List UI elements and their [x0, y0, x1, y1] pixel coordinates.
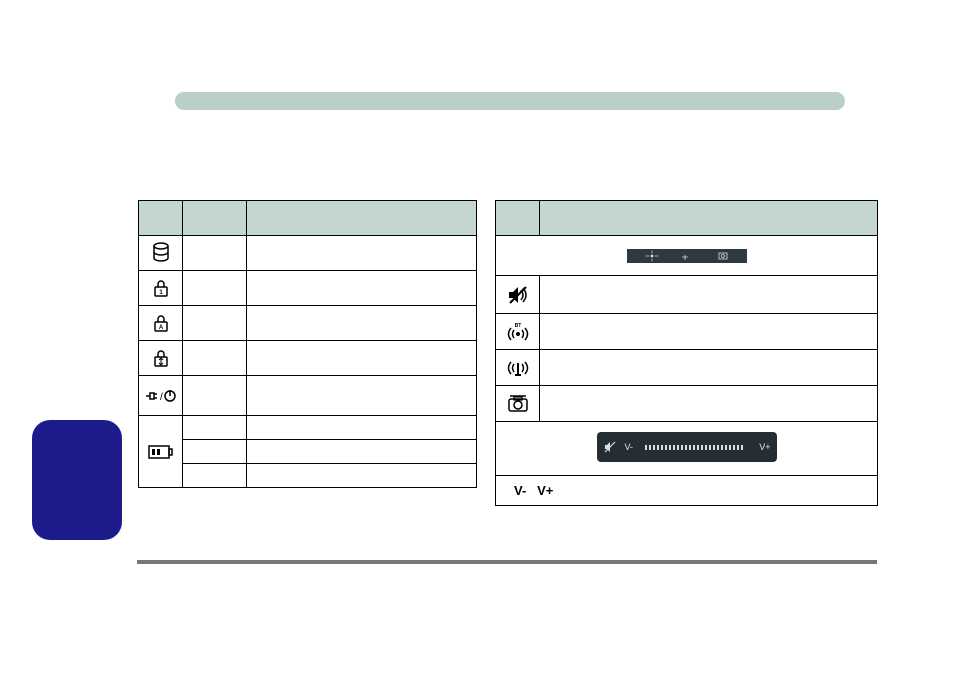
row-caps-lock: A [139, 306, 477, 341]
vol-up-label: V+ [537, 483, 553, 498]
svg-text:/: / [160, 392, 163, 403]
table-header-row [496, 201, 878, 236]
caps-lock-icon: A [139, 306, 183, 341]
row-volume-osd: V- V+ [496, 422, 878, 476]
row-wlan [496, 350, 878, 386]
row-battery-3 [139, 464, 477, 488]
row-scroll-lock [139, 341, 477, 376]
scroll-lock-icon [139, 341, 183, 376]
row-hdd [139, 236, 477, 271]
row-volume-keys: V- V+ [496, 476, 878, 506]
row-battery-2 [139, 440, 477, 464]
footer-rule [137, 560, 877, 564]
col-icon [139, 201, 183, 236]
power-adapter-icon: / [139, 376, 183, 416]
row-camera [496, 386, 878, 422]
camera-icon [496, 386, 540, 422]
battery-icon [139, 416, 183, 488]
bluetooth-signal-icon: BT [496, 314, 540, 350]
col-icon [496, 201, 540, 236]
page-side-tab [32, 420, 122, 540]
vol-down-label: V- [514, 483, 526, 498]
volume-plus-label: V+ [759, 442, 770, 452]
col-description [540, 201, 878, 236]
col-description [247, 201, 477, 236]
osd-indicators-table: BT [495, 200, 878, 506]
mute-icon [496, 276, 540, 314]
row-mute [496, 276, 878, 314]
row-power: / [139, 376, 477, 416]
svg-text:A: A [158, 325, 163, 331]
volume-minus-label: V- [625, 442, 634, 452]
volume-osd-bar-icon: V- V+ [597, 432, 777, 462]
row-battery-1 [139, 416, 477, 440]
led-indicators-table: 1 A / [138, 200, 477, 488]
svg-text:1: 1 [159, 290, 163, 296]
instant-access-bar-icon [627, 249, 747, 263]
row-bluetooth: BT [496, 314, 878, 350]
num-lock-icon: 1 [139, 271, 183, 306]
wlan-signal-icon [496, 350, 540, 386]
row-num-lock: 1 [139, 271, 477, 306]
row-instant-access [496, 236, 878, 276]
section-title-bar [175, 92, 845, 110]
col-color [183, 201, 247, 236]
svg-text:BT: BT [514, 323, 521, 329]
hdd-icon [139, 236, 183, 271]
table-header-row [139, 201, 477, 236]
